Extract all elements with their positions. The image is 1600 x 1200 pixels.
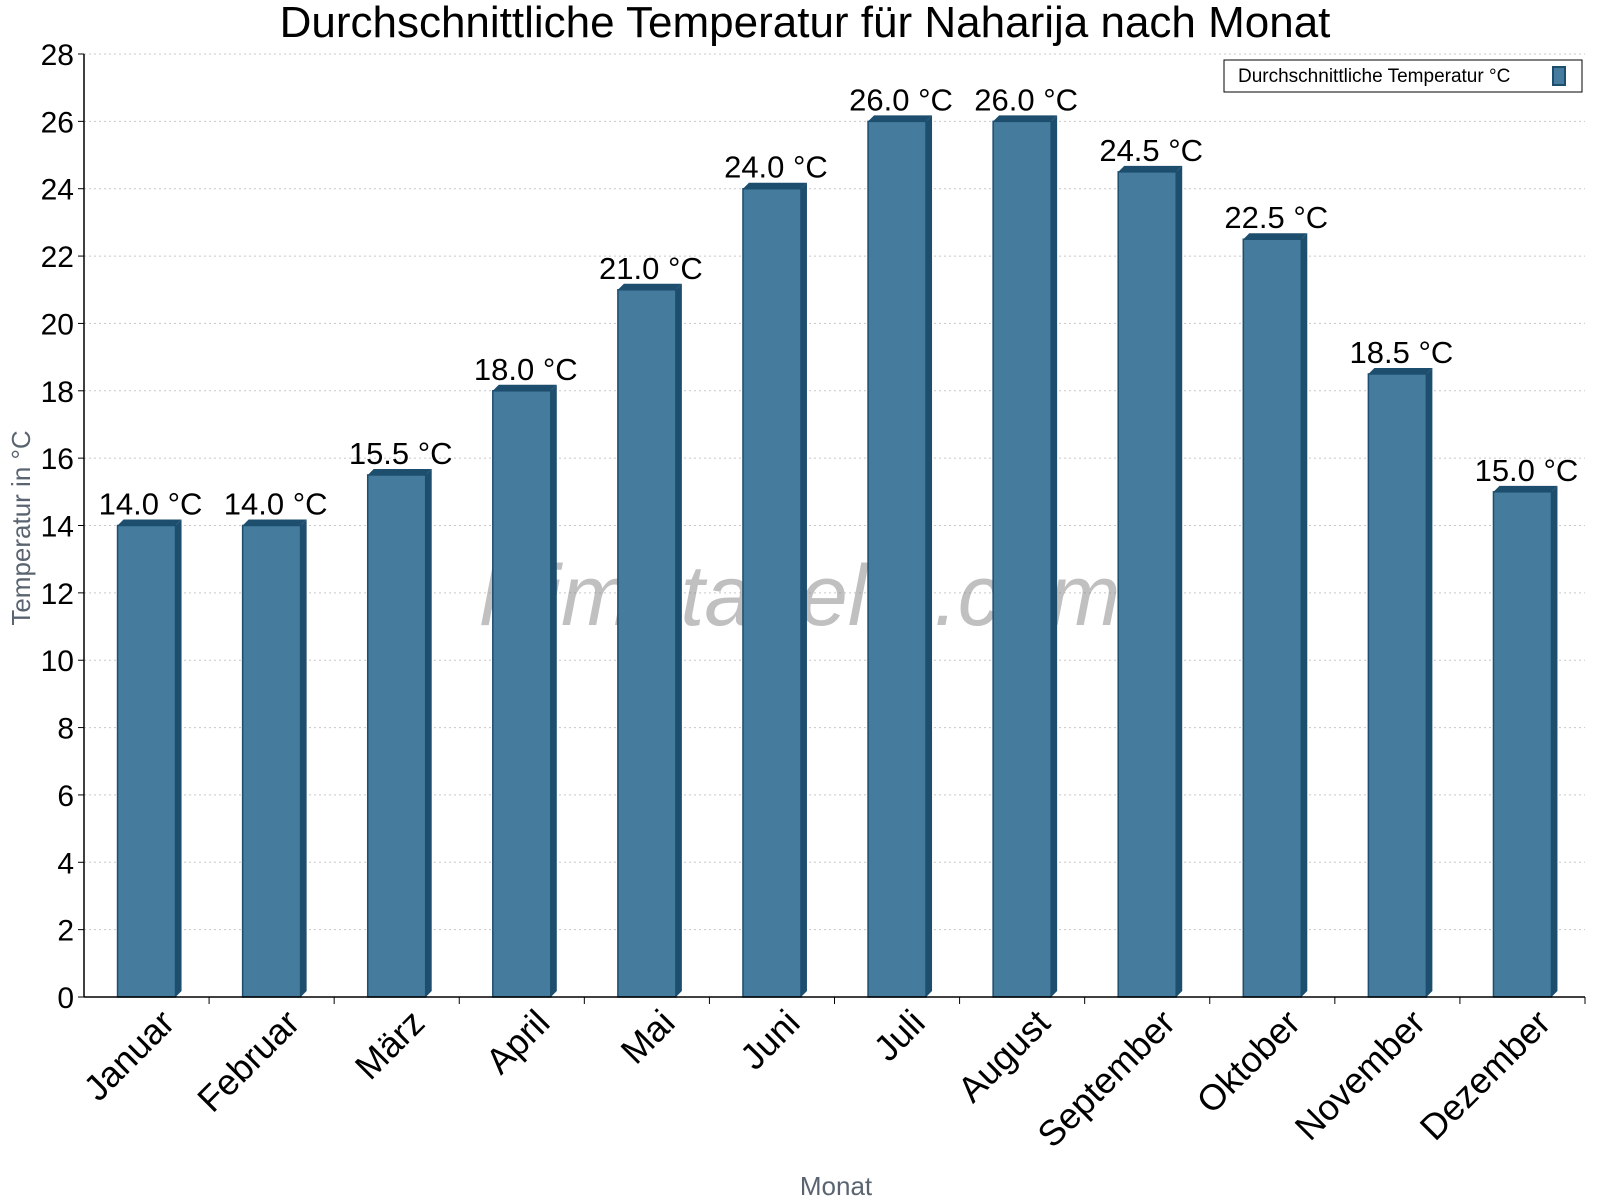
bar-oktober — [1242, 233, 1308, 998]
bar — [992, 120, 1052, 998]
bar-value-label: 24.0 °C — [724, 150, 828, 185]
legend: Durchschnittliche Temperatur °C — [1223, 59, 1583, 93]
y-tick-label: 10 — [41, 645, 74, 678]
bar-value-label: 24.5 °C — [1099, 133, 1203, 168]
bar-top — [492, 384, 557, 391]
bar — [366, 474, 427, 998]
bar-value-label: 18.0 °C — [474, 352, 578, 387]
bar — [1242, 238, 1303, 998]
bar-april — [492, 384, 557, 998]
x-tick-label: Januar — [75, 1002, 182, 1109]
bar-side — [550, 384, 557, 997]
x-tick-label: Oktober — [1188, 1002, 1308, 1122]
bar — [116, 524, 177, 998]
y-tick-label: 4 — [57, 847, 74, 880]
bar-side — [425, 468, 432, 997]
bar-top — [742, 182, 807, 189]
bar-dezember — [1492, 485, 1558, 998]
bar-side — [175, 519, 182, 997]
bar-top — [242, 519, 307, 526]
bar-value-label: 21.0 °C — [599, 251, 703, 286]
x-tick-label: Juli — [866, 1002, 933, 1069]
bars — [116, 115, 1558, 998]
x-tick-label: Februar — [189, 1002, 307, 1120]
bar-juni — [742, 182, 807, 998]
bar-top — [1118, 165, 1183, 172]
bar-side — [800, 182, 807, 997]
bar-value-label: 15.0 °C — [1475, 453, 1579, 488]
bar — [492, 390, 552, 998]
x-tick-label: November — [1287, 1002, 1433, 1148]
x-tick-label: August — [950, 1002, 1058, 1110]
y-tick-label: 6 — [57, 780, 74, 813]
data-labels: 14.0 °C 14.0 °C 15.5 °C 18.0 °C 21.0 °C 24.0 … — [99, 82, 1579, 521]
bar-value-label: 14.0 °C — [99, 487, 203, 522]
bar-januar — [116, 519, 182, 998]
bar-top — [1368, 367, 1433, 374]
bar-side — [300, 519, 307, 997]
bar — [1492, 491, 1553, 998]
x-tick-label: Mai — [613, 1002, 683, 1072]
bar-side — [1176, 165, 1183, 997]
bar — [1117, 171, 1177, 998]
bar — [617, 289, 677, 998]
bar-value-label: 26.0 °C — [849, 82, 953, 117]
bar-side — [1551, 485, 1558, 997]
bar-november — [1367, 367, 1433, 998]
y-tick-label: 22 — [41, 241, 74, 274]
y-tick-label: 24 — [41, 174, 74, 207]
y-tick-label: 12 — [41, 578, 74, 611]
bar-top — [1493, 485, 1558, 492]
x-axis-label: Monat — [800, 1171, 873, 1200]
bar — [742, 187, 802, 998]
bar-top — [367, 468, 432, 475]
bar-value-label: 15.5 °C — [349, 436, 453, 471]
bar-value-label: 26.0 °C — [974, 82, 1078, 117]
y-axis-label: Temperatur in °C — [6, 430, 36, 625]
y-tick-label: 18 — [41, 376, 74, 409]
y-tick-label: 28 — [41, 39, 74, 72]
bar — [1367, 373, 1428, 998]
bar — [867, 120, 927, 998]
y-tick-label: 26 — [41, 106, 74, 139]
bar-side — [926, 115, 933, 998]
bar-august — [992, 115, 1058, 998]
y-tick-label: 20 — [41, 308, 74, 341]
bar-top — [117, 519, 182, 526]
x-tick-label: September — [1029, 1002, 1183, 1156]
x-tick-label: Juni — [732, 1002, 808, 1078]
legend-label: Durchschnittliche Temperatur °C — [1238, 66, 1510, 87]
bar-side — [1051, 115, 1058, 998]
y-tick-label: 2 — [57, 915, 74, 948]
bar-top — [868, 115, 933, 122]
bar-juli — [867, 115, 933, 998]
x-tick-label: April — [478, 1002, 558, 1082]
chart-title: Durchschnittliche Temperatur für Naharij… — [280, 0, 1331, 47]
y-tick-label: 14 — [41, 511, 74, 544]
bar-side — [675, 283, 682, 997]
y-tick-label: 16 — [41, 443, 74, 476]
grid-lines — [84, 53, 1585, 931]
bar-februar — [241, 519, 307, 998]
y-tick-label: 0 — [57, 982, 74, 1015]
bar — [241, 524, 302, 998]
legend-box — [1223, 59, 1583, 93]
legend-swatch — [1552, 66, 1566, 86]
bar-m-rz — [366, 468, 432, 998]
x-tick-label: März — [347, 1002, 433, 1088]
bar-top — [993, 115, 1058, 122]
bar-value-label: 14.0 °C — [224, 487, 328, 522]
bar-top — [1243, 233, 1308, 240]
x-tick-label: Dezember — [1412, 1002, 1558, 1148]
bar-value-label: 18.5 °C — [1350, 335, 1454, 370]
y-tick-label: 8 — [57, 713, 74, 746]
bar-september — [1117, 165, 1183, 998]
bar-side — [1426, 367, 1433, 998]
bar-side — [1301, 233, 1308, 997]
bar-value-label: 22.5 °C — [1224, 200, 1328, 235]
bar-top — [617, 283, 682, 290]
bar-mai — [617, 283, 682, 998]
